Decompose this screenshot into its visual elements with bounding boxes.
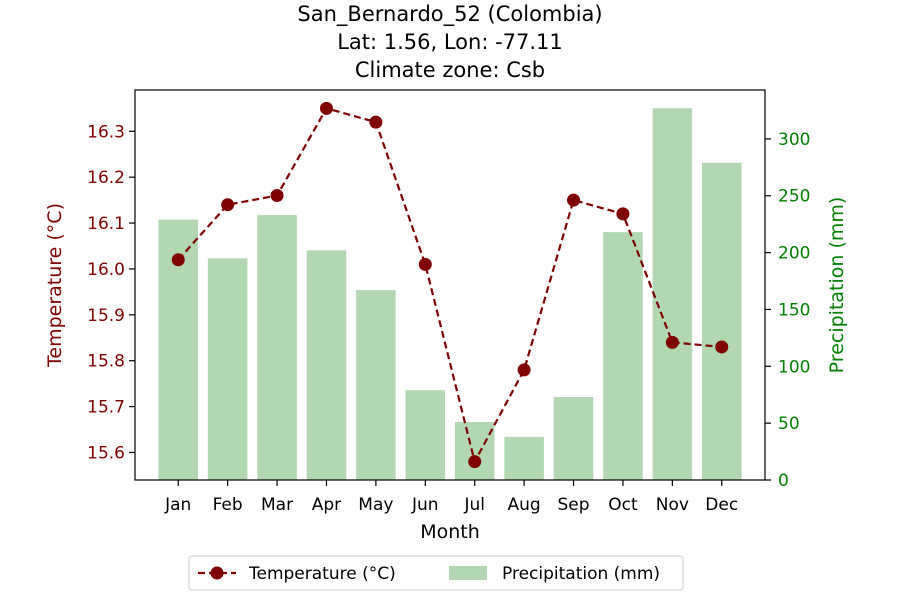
legend-precipitation-label: Precipitation (mm) (502, 564, 660, 584)
temperature-point-dec (715, 340, 729, 354)
temperature-point-jun (418, 257, 432, 271)
x-tick-label-jul: Jul (463, 495, 485, 515)
precipitation-bar-jul (454, 422, 495, 480)
x-tick-label-feb: Feb (213, 495, 243, 515)
x-tick-label-oct: Oct (608, 495, 638, 515)
temperature-point-sep (567, 193, 581, 207)
left-tick-label: 16.0 (87, 260, 125, 280)
chart-title-line-2: Lat: 1.56, Lon: -77.11 (337, 30, 563, 54)
left-tick-label: 16.2 (87, 168, 125, 188)
right-tick-label: 150 (778, 300, 810, 320)
precipitation-bar-sep (553, 396, 594, 480)
temperature-point-apr (319, 101, 333, 115)
temperature-point-mar (270, 189, 284, 203)
chart-title-line-1: San_Bernardo_52 (Colombia) (297, 2, 602, 27)
temperature-series-line (177, 107, 722, 465)
temperature-point-aug (517, 363, 531, 377)
x-tick-label-aug: Aug (508, 495, 541, 515)
precipitation-bar-apr (306, 250, 347, 480)
precipitation-bar-aug (504, 436, 544, 480)
right-axis-label: Precipitation (mm) (826, 197, 848, 374)
right-tick-label: 100 (778, 357, 810, 377)
x-axis-label: Month (420, 521, 480, 543)
right-tick-label: 300 (778, 130, 810, 150)
plot-frame (134, 89, 766, 481)
precipitation-bar-mar (257, 215, 297, 481)
temperature-point-feb (221, 198, 235, 212)
chart-title-line-3: Climate zone: Csb (355, 58, 545, 82)
precipitation-bar-nov (652, 108, 693, 481)
x-tick-label-apr: Apr (312, 495, 341, 515)
x-tick-label-dec: Dec (705, 495, 738, 515)
x-tick-label-may: May (358, 495, 393, 515)
left-axis-label: Temperature (°C) (44, 203, 66, 368)
left-tick-label: 15.8 (87, 352, 125, 372)
precipitation-bar-dec (702, 162, 742, 480)
right-tick-label: 0 (778, 471, 789, 491)
temperature-point-may (369, 115, 383, 129)
axes (134, 89, 766, 481)
left-tick-label: 16.3 (87, 122, 125, 142)
legend-precipitation-swatch-icon (449, 566, 487, 580)
precipitation-bar-jun (405, 390, 446, 480)
legend-temperature-label: Temperature (°C) (248, 564, 396, 584)
legend-frame (188, 555, 684, 591)
right-tick-label: 250 (778, 187, 810, 207)
precipitation-bar-oct (603, 232, 643, 480)
left-tick-label: 15.9 (87, 306, 125, 326)
left-tick-label: 15.7 (87, 398, 125, 418)
chart-title: San_Bernardo_52 (Colombia) Lat: 1.56, Lo… (297, 2, 602, 82)
right-tick-label: 200 (778, 244, 810, 264)
legend-temperature-marker-icon (210, 566, 224, 580)
x-tick-label-sep: Sep (558, 495, 590, 515)
left-tick-label: 16.1 (87, 214, 125, 234)
left-tick-label: 15.6 (87, 443, 125, 463)
precipitation-bar-may (356, 290, 396, 480)
x-tick-label-jun: Jun (411, 495, 439, 515)
x-tick-label-nov: Nov (656, 495, 689, 515)
right-axis-ticks: 0 50 100 150 200 250 300 (765, 130, 810, 491)
temperature-point-oct (616, 207, 630, 221)
x-tick-label-mar: Mar (261, 495, 293, 515)
temperature-point-jul (468, 455, 482, 469)
temperature-line (171, 101, 729, 469)
x-tick-label-jan: Jan (164, 495, 191, 515)
temperature-point-jan (171, 253, 185, 267)
legend: Temperature (°C) Precipitation (mm) (188, 555, 684, 591)
precipitation-bar-feb (207, 258, 248, 480)
temperature-point-nov (665, 335, 679, 349)
precipitation-bars (158, 108, 742, 481)
x-axis-ticks: Jan Feb Mar Apr May Jun Jul Aug Sep Oct Nov Dec (164, 480, 738, 515)
right-tick-label: 50 (778, 414, 800, 434)
left-axis-ticks: 15.6 15.7 15.8 15.9 16.0 16.1 16.2 16.3 (87, 122, 135, 463)
